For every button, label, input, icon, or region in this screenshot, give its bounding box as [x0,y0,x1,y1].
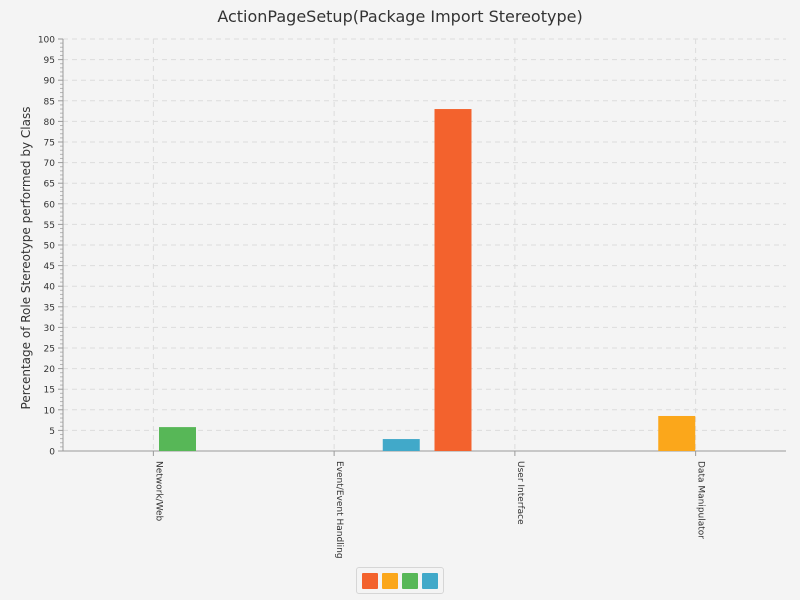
y-tick-label: 80 [44,118,56,128]
y-axis-label: Percentage of Role Stereotype performed … [19,107,33,410]
axes [58,38,786,456]
grid-lines [63,38,786,451]
x-tick-label: Event/Event Handling [334,461,344,559]
y-tick-label: 10 [44,406,56,416]
y-tick-label: 95 [44,56,55,66]
bar [159,427,196,451]
legend [356,567,444,594]
y-tick-label: 0 [49,448,55,458]
legend-swatch [362,572,378,589]
x-tick-label: Data Manipulator [696,461,706,539]
y-tick-label: 35 [44,303,55,313]
y-tick-label: 90 [44,77,56,87]
y-tick-label: 55 [44,221,55,231]
y-tick-label: 30 [44,324,56,334]
bar [434,109,472,451]
y-tick-label: 70 [44,159,56,169]
y-tick-label: 20 [44,365,56,375]
y-tick-label: 45 [44,262,55,272]
y-tick-label: 25 [44,345,55,355]
bars [159,109,696,451]
y-tick-label: 15 [44,386,55,396]
y-tick-label: 60 [44,200,56,210]
chart-title: ActionPageSetup(Package Import Stereotyp… [217,7,583,26]
legend-swatch [422,572,438,589]
bar [658,415,696,451]
bar [382,439,420,451]
y-tick-label: 100 [38,36,55,46]
x-tick-label: User Interface [515,461,525,525]
legend-swatch [382,572,398,589]
y-tick-label: 65 [44,180,55,190]
axis-labels: 0 5 10 15 20 25 30 35 40 45 50 55 60 65 70 75 80 85 90 95 10… [38,36,706,559]
y-tick-label: 5 [49,427,55,437]
y-tick-label: 75 [44,139,55,149]
y-tick-label: 50 [44,242,56,252]
y-tick-label: 40 [44,283,56,293]
x-tick-label: Network/Web [153,461,163,522]
legend-swatch [402,572,418,589]
y-tick-label: 85 [44,97,55,107]
